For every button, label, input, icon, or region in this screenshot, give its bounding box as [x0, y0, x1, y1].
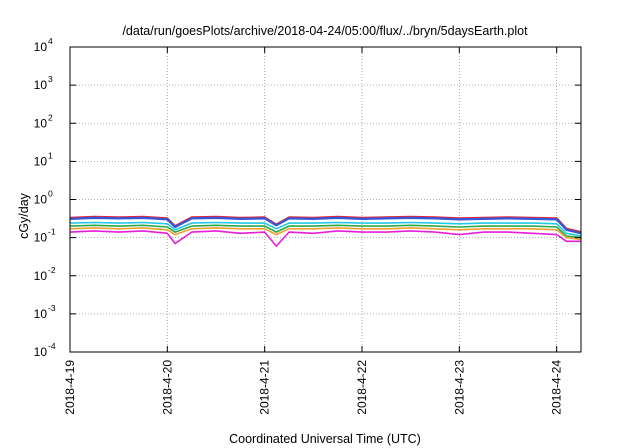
chart-title: /data/run/goesPlots/archive/2018-04-24/0… [122, 24, 528, 38]
y-tick-label: 10 [34, 154, 48, 168]
y-tick-label: 10 [34, 269, 48, 283]
series-layer [69, 215, 582, 247]
series-line-2 [69, 216, 582, 235]
x-tick-labels: 2018-4-19 2018-4-20 2018-4-21 2018-4-22 2018… [63, 360, 564, 415]
y-tick-exponent: 3 [48, 74, 53, 84]
series-line-3 [69, 221, 582, 237]
series-line-5 [69, 227, 582, 241]
y-tick-exponent: -4 [48, 341, 56, 351]
y-axis-label: cGy/day [17, 192, 31, 239]
x-tick-label: 2018-4-20 [160, 360, 174, 415]
y-tick-exponent: -1 [48, 227, 56, 237]
tick-marks [69, 46, 581, 353]
y-tick-exponent: 1 [48, 150, 53, 160]
y-tick-exponent: -3 [48, 303, 56, 313]
y-tick-exponent: 4 [48, 36, 53, 46]
x-tick-label: 2018-4-19 [63, 360, 77, 415]
x-tick-label: 2018-4-21 [258, 360, 272, 415]
y-tick-label: 10 [34, 345, 48, 359]
y-tick-label: 10 [34, 40, 48, 54]
y-tick-label: 10 [34, 231, 48, 245]
y-tick-exponent: -2 [48, 265, 56, 275]
y-tick-exponent: 2 [48, 112, 53, 122]
x-tick-label: 2018-4-23 [452, 360, 466, 415]
y-tick-exponent: 0 [48, 189, 53, 199]
x-axis-label: Coordinated Universal Time (UTC) [229, 432, 421, 446]
y-tick-label: 10 [34, 307, 48, 321]
y-tick-label: 10 [34, 193, 48, 207]
series-line-6 [69, 230, 581, 247]
x-tick-label: 2018-4-22 [355, 360, 369, 415]
series-line-4 [69, 224, 582, 239]
y-tick-label: 10 [34, 116, 48, 130]
y-tick-label: 10 [34, 78, 48, 92]
x-tick-label: 2018-4-24 [550, 360, 564, 415]
grid-lines [70, 47, 581, 352]
